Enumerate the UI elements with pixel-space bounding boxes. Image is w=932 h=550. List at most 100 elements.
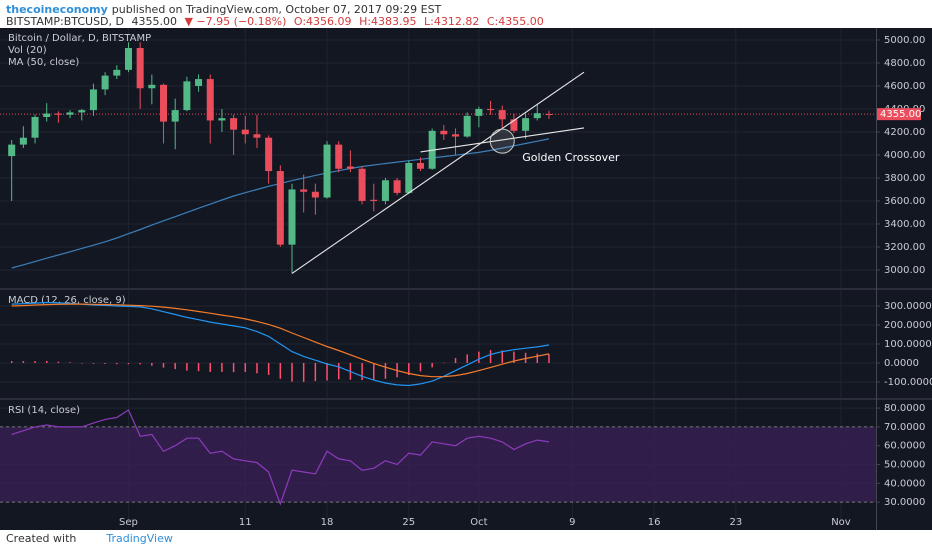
y-tick-label: 3600.00 — [884, 196, 925, 207]
candle-body — [381, 180, 389, 201]
y-tick-label: 3200.00 — [884, 242, 925, 253]
candle-body — [265, 137, 273, 172]
candle-body — [241, 129, 249, 135]
candle-body — [358, 168, 366, 201]
candle-body — [475, 108, 483, 116]
y-tick-label: 50.0000 — [884, 460, 925, 471]
candle-body — [510, 119, 518, 131]
histogram-bar — [116, 363, 118, 365]
candle-body — [346, 166, 354, 169]
histogram-bar — [139, 363, 141, 365]
trendline — [420, 127, 585, 153]
histogram-bar — [361, 363, 363, 381]
pane-title: Bitcoin / Dollar, D, BITSTAMP — [8, 33, 151, 44]
y-tick-label: 5000.00 — [884, 35, 925, 46]
candle-body — [463, 115, 471, 137]
x-tick-label: Oct — [470, 517, 487, 528]
candle-body — [66, 112, 74, 115]
histogram-bar — [466, 354, 468, 364]
crossover-circle — [489, 128, 515, 154]
created: Created with — [6, 532, 77, 545]
candle-body — [416, 163, 424, 169]
ohlc: L:4312.82 — [424, 15, 480, 28]
y-tick-label: 3800.00 — [884, 173, 925, 184]
candle-body — [533, 113, 541, 119]
histogram-bar — [57, 361, 60, 364]
candle-body — [522, 118, 530, 131]
y-tick-label: 300.0000 — [884, 301, 932, 312]
histogram-bar — [454, 358, 457, 364]
histogram-bar — [408, 363, 410, 375]
trendline — [291, 71, 585, 274]
brand[interactable]: TradingView — [106, 532, 173, 545]
y-tick-label: 3000.00 — [884, 265, 925, 276]
candle-body — [89, 89, 97, 111]
macd-line — [11, 303, 550, 378]
candle-body — [405, 163, 413, 193]
y-tick-label: 80.0000 — [884, 403, 925, 414]
candle-body — [335, 144, 343, 169]
legend-label: MA (50, close) — [8, 57, 79, 68]
candle-body — [78, 110, 86, 113]
x-tick-label: Nov — [831, 517, 851, 528]
candle-body — [160, 84, 168, 122]
price: 4355.00 — [131, 15, 177, 28]
footer: Created with TradingView — [6, 532, 173, 545]
y-tick-label: 60.0000 — [884, 441, 925, 452]
histogram-bar — [127, 363, 130, 365]
candle-body — [452, 134, 460, 137]
histogram-bar — [478, 351, 480, 364]
candle-body — [253, 134, 261, 138]
ohlc: C:4355.00 — [486, 15, 544, 28]
last-price-box — [877, 108, 921, 121]
pane-title: MACD (12, 26, close, 9) — [8, 295, 126, 306]
candle-body — [19, 137, 27, 145]
x-tick-label: 25 — [402, 517, 415, 528]
histogram-bar — [524, 352, 527, 364]
candle-body — [113, 69, 121, 76]
histogram-bar — [267, 363, 270, 375]
histogram-bar — [291, 363, 293, 382]
ohlc: H:4383.95 — [359, 15, 417, 28]
histogram-bar — [513, 351, 515, 364]
annotation-label: Golden Crossover — [522, 151, 620, 164]
x-tick-label: 23 — [729, 517, 742, 528]
histogram-bar — [22, 361, 25, 364]
last-price-label: 4355.00 — [880, 109, 921, 120]
candle-body — [300, 189, 308, 192]
candle-body — [370, 199, 378, 201]
candle-body — [136, 48, 144, 89]
histogram-bar — [489, 350, 492, 364]
candle-body — [195, 79, 203, 86]
histogram-bar — [326, 363, 328, 381]
candle-body — [54, 113, 62, 115]
candle-body — [545, 114, 553, 116]
candle-body — [148, 84, 156, 89]
author[interactable]: thecoineconomy — [6, 3, 108, 16]
y-tick-label: -100.0000 — [884, 377, 932, 388]
histogram-bar — [232, 363, 235, 373]
header-line: thecoineconomy published on TradingView.c… — [6, 3, 445, 16]
y-tick-label: 200.0000 — [884, 320, 932, 331]
histogram-bar — [197, 363, 200, 372]
y-tick-label: 3400.00 — [884, 219, 925, 230]
histogram-bar — [443, 362, 445, 364]
x-tick-label: 16 — [648, 517, 661, 528]
histogram-bar — [209, 363, 211, 372]
histogram-bar — [10, 361, 13, 364]
histogram-bar — [256, 363, 258, 374]
candle-body — [31, 117, 39, 138]
histogram-bar — [221, 363, 223, 372]
candle-body — [43, 113, 51, 118]
histogram-bar — [174, 363, 176, 370]
y-tick-label: 100.0000 — [884, 339, 932, 350]
histogram-bar — [431, 363, 433, 368]
histogram-bar — [92, 363, 95, 364]
candle-body — [101, 75, 109, 90]
histogram-bar — [548, 354, 550, 364]
histogram-bar — [186, 363, 188, 371]
x-tick-label: 18 — [321, 517, 334, 528]
candle-body — [124, 48, 132, 70]
y-tick-label: 0.0000 — [884, 358, 919, 369]
